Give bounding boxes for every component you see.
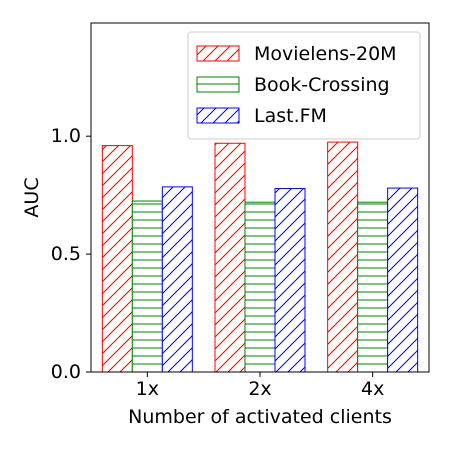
bar-last-fm-2x <box>274 188 306 373</box>
x-tick-label: 2x <box>248 378 271 400</box>
x-axis-label: Number of activated clients <box>128 406 392 428</box>
x-tick-label: 1x <box>136 378 159 400</box>
y-tick-label: 0.5 <box>51 243 81 265</box>
bar-movielens-20m-2x <box>214 142 246 373</box>
bar-last-fm-1x <box>161 186 193 373</box>
legend-label: Last.FM <box>254 105 327 127</box>
legend-swatch <box>196 45 240 62</box>
legend-label: Book-Crossing <box>254 74 390 96</box>
bar-last-fm-4x <box>387 187 419 373</box>
bar-book-crossing-1x <box>131 200 163 373</box>
bar-movielens-20m-4x <box>327 141 359 373</box>
legend-swatch <box>196 76 240 93</box>
bars-layer <box>101 141 419 373</box>
legend-label: Movielens-20M <box>254 43 397 65</box>
x-axis: 1x 2x 4x <box>136 372 384 400</box>
bar-book-crossing-4x <box>357 201 389 373</box>
bar-movielens-20m-1x <box>101 145 133 373</box>
y-axis: 0.0 0.5 1.0 <box>51 125 91 383</box>
bar-book-crossing-2x <box>244 201 276 373</box>
y-axis-label: AUC <box>21 177 43 217</box>
y-tick-label: 1.0 <box>51 125 81 147</box>
legend-swatch <box>196 107 240 124</box>
legend-box <box>187 31 421 140</box>
x-tick-label: 4x <box>361 378 384 400</box>
legend: Movielens-20M Book-Crossing Last.FM <box>187 31 421 140</box>
y-tick-label: 0.0 <box>51 361 81 383</box>
